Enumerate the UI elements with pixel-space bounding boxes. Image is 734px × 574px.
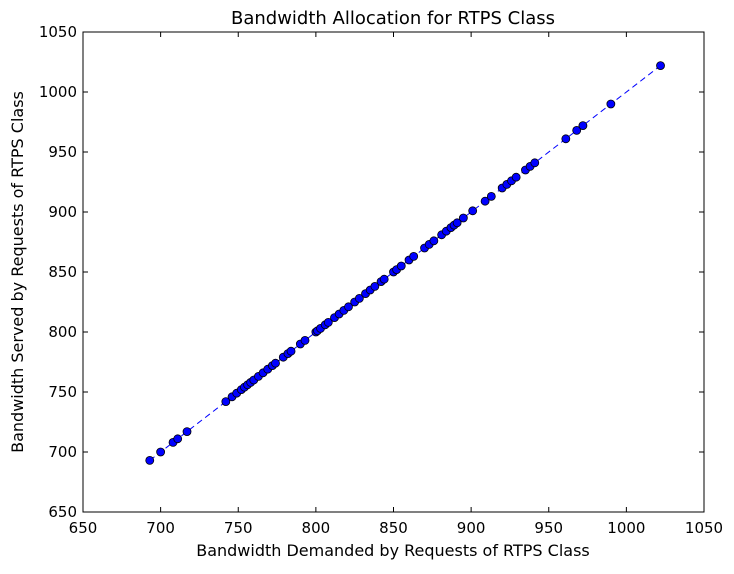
x-tick-label: 850 [379, 519, 408, 537]
x-axis-label: Bandwidth Demanded by Requests of RTPS C… [196, 541, 590, 560]
y-tick-label: 850 [48, 263, 77, 281]
data-point [656, 61, 665, 70]
x-tick-label: 650 [69, 519, 98, 537]
x-tick-label: 800 [302, 519, 331, 537]
y-tick-label: 700 [48, 443, 77, 461]
plot-area: 650 700 750 800 850 900 950 1000 1050 650 700 750 80… [39, 23, 723, 537]
plot-frame [82, 31, 705, 513]
data-point [173, 434, 183, 444]
x-tick-label: 1000 [607, 519, 645, 537]
data-point [468, 206, 478, 216]
data-point [572, 125, 582, 135]
data-point [511, 172, 521, 182]
y-tick-label: 1050 [39, 23, 77, 41]
data-point [182, 427, 192, 437]
data-point [530, 158, 540, 168]
y-tick-label: 900 [48, 203, 77, 221]
y-tick-label: 950 [48, 143, 77, 161]
x-tick-label: 950 [534, 519, 563, 537]
data-point [486, 191, 496, 201]
data-point [323, 317, 333, 327]
y-tick-label: 800 [48, 323, 77, 341]
x-tick-label: 900 [457, 519, 486, 537]
x-tick-label: 700 [146, 519, 175, 537]
chart-title: Bandwidth Allocation for RTPS Class [231, 8, 555, 29]
data-point [480, 196, 490, 206]
data-point [221, 397, 231, 407]
data-point [561, 134, 571, 144]
data-point [344, 302, 353, 312]
data-point [458, 213, 468, 223]
data-point [145, 455, 155, 465]
data-point [300, 335, 310, 345]
y-tick-label: 650 [48, 503, 77, 521]
data-point [156, 447, 166, 457]
y-tick-label: 750 [48, 383, 77, 401]
y-axis-label: Bandwidth Served by Requests of RTPS Cla… [8, 91, 27, 453]
data-point [379, 274, 389, 284]
data-point [354, 293, 364, 303]
x-tick-label: 1050 [685, 519, 723, 537]
data-point [396, 261, 406, 271]
data-point [271, 358, 280, 368]
data-point [286, 346, 296, 356]
data-point [409, 251, 419, 261]
y-tick-label: 1000 [39, 83, 77, 101]
data-point [578, 121, 588, 130]
data-point [429, 236, 439, 246]
data-point [370, 281, 380, 291]
data-point [606, 99, 616, 109]
x-tick-label: 750 [224, 519, 253, 537]
data-point [452, 218, 462, 228]
